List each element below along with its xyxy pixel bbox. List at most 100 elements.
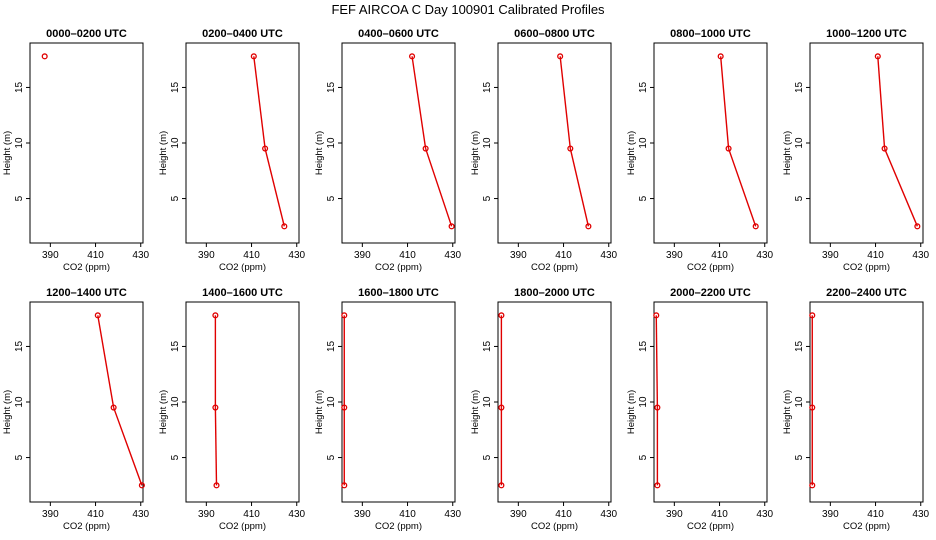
x-axis-label: CO2 (ppm) [687, 262, 734, 273]
data-point [448, 223, 455, 230]
data-point [914, 223, 921, 230]
x-tick-label: 430 [600, 250, 617, 261]
plot-frame [497, 301, 612, 503]
y-axis-label: Height (m) [782, 131, 793, 175]
data-point [585, 223, 592, 230]
data-point [138, 482, 145, 489]
y-tick-label: 5 [794, 454, 805, 460]
x-tick-label: 430 [912, 509, 929, 520]
profile-segment [253, 56, 266, 149]
x-tick-label: 410 [711, 250, 728, 261]
x-axis-label: CO2 (ppm) [531, 521, 578, 532]
profile-segment [97, 315, 115, 408]
data-point [557, 53, 564, 60]
y-axis-label: Height (m) [314, 390, 325, 434]
y-tick-label: 5 [794, 195, 805, 201]
y-tick-label: 10 [794, 137, 805, 149]
figure-title: FEF AIRCOA C Day 100901 Calibrated Profi… [331, 2, 605, 17]
x-tick-label: 430 [132, 250, 149, 261]
panel-title: 0600–0800 UTC [514, 28, 595, 40]
data-point [498, 404, 505, 411]
profile-segment [424, 148, 453, 227]
x-tick-label: 390 [42, 509, 59, 520]
y-axis-label: Height (m) [470, 131, 481, 175]
data-point [498, 312, 505, 319]
data-point [752, 223, 759, 230]
y-tick-label: 15 [326, 340, 337, 352]
x-tick-label: 430 [600, 509, 617, 520]
profile-segment [727, 148, 757, 227]
y-tick-label: 10 [326, 396, 337, 408]
profile-segment [214, 407, 218, 486]
plot-frame [185, 301, 300, 503]
panel-title: 1600–1800 UTC [358, 287, 439, 299]
x-axis-label: CO2 (ppm) [375, 262, 422, 273]
y-axis-label: Height (m) [314, 131, 325, 175]
data-point [498, 482, 505, 489]
panel-title: 2200–2400 UTC [826, 287, 907, 299]
y-tick-label: 15 [326, 81, 337, 93]
x-axis-label: CO2 (ppm) [219, 521, 266, 532]
x-axis-label: CO2 (ppm) [843, 262, 890, 273]
x-tick-label: 390 [822, 509, 839, 520]
y-tick-label: 5 [482, 454, 493, 460]
x-tick-label: 410 [867, 250, 884, 261]
data-point [717, 53, 724, 60]
x-axis-label: CO2 (ppm) [843, 521, 890, 532]
profile-segment [719, 56, 730, 149]
y-tick-label: 10 [14, 396, 25, 408]
x-axis-label: CO2 (ppm) [531, 262, 578, 273]
profile-segment [559, 56, 572, 149]
y-tick-label: 5 [638, 454, 649, 460]
data-point [809, 312, 816, 319]
plot-frame [653, 301, 768, 503]
data-point [809, 482, 816, 489]
x-axis-label: CO2 (ppm) [219, 262, 266, 273]
y-axis-label: Height (m) [626, 131, 637, 175]
y-tick-label: 10 [14, 137, 25, 149]
x-tick-label: 430 [756, 509, 773, 520]
x-tick-label: 390 [666, 509, 683, 520]
x-axis-label: CO2 (ppm) [687, 521, 734, 532]
data-point [725, 145, 732, 152]
x-tick-label: 410 [555, 250, 572, 261]
data-point [262, 145, 269, 152]
y-axis-label: Height (m) [782, 390, 793, 434]
data-point [881, 145, 888, 152]
x-tick-label: 390 [822, 250, 839, 261]
y-tick-label: 15 [638, 81, 649, 93]
y-axis-label: Height (m) [2, 131, 13, 175]
x-tick-label: 390 [510, 509, 527, 520]
x-tick-label: 390 [510, 250, 527, 261]
plot-frame [29, 42, 144, 244]
y-tick-label: 5 [170, 195, 181, 201]
y-axis-label: Height (m) [470, 390, 481, 434]
y-tick-label: 15 [482, 81, 493, 93]
profile-segment [883, 148, 918, 227]
y-axis-label: Height (m) [2, 390, 13, 434]
x-tick-label: 390 [198, 509, 215, 520]
y-tick-label: 5 [326, 195, 337, 201]
x-tick-label: 430 [288, 509, 305, 520]
y-tick-label: 10 [794, 396, 805, 408]
x-tick-label: 410 [555, 509, 572, 520]
data-point [213, 482, 220, 489]
y-tick-label: 10 [482, 396, 493, 408]
profile-segment [112, 407, 143, 486]
y-tick-label: 15 [14, 340, 25, 352]
profile-segment [655, 315, 659, 408]
x-tick-label: 410 [87, 509, 104, 520]
y-tick-label: 5 [14, 195, 25, 201]
x-tick-label: 390 [354, 250, 371, 261]
data-point [654, 404, 661, 411]
y-tick-label: 5 [326, 454, 337, 460]
y-tick-label: 5 [14, 454, 25, 460]
x-tick-label: 410 [243, 509, 260, 520]
plot-frame [341, 42, 456, 244]
y-tick-label: 15 [482, 340, 493, 352]
panel-title: 0200–0400 UTC [202, 28, 283, 40]
x-axis-label: CO2 (ppm) [375, 521, 422, 532]
x-axis-label: CO2 (ppm) [63, 262, 110, 273]
data-point [41, 53, 48, 60]
